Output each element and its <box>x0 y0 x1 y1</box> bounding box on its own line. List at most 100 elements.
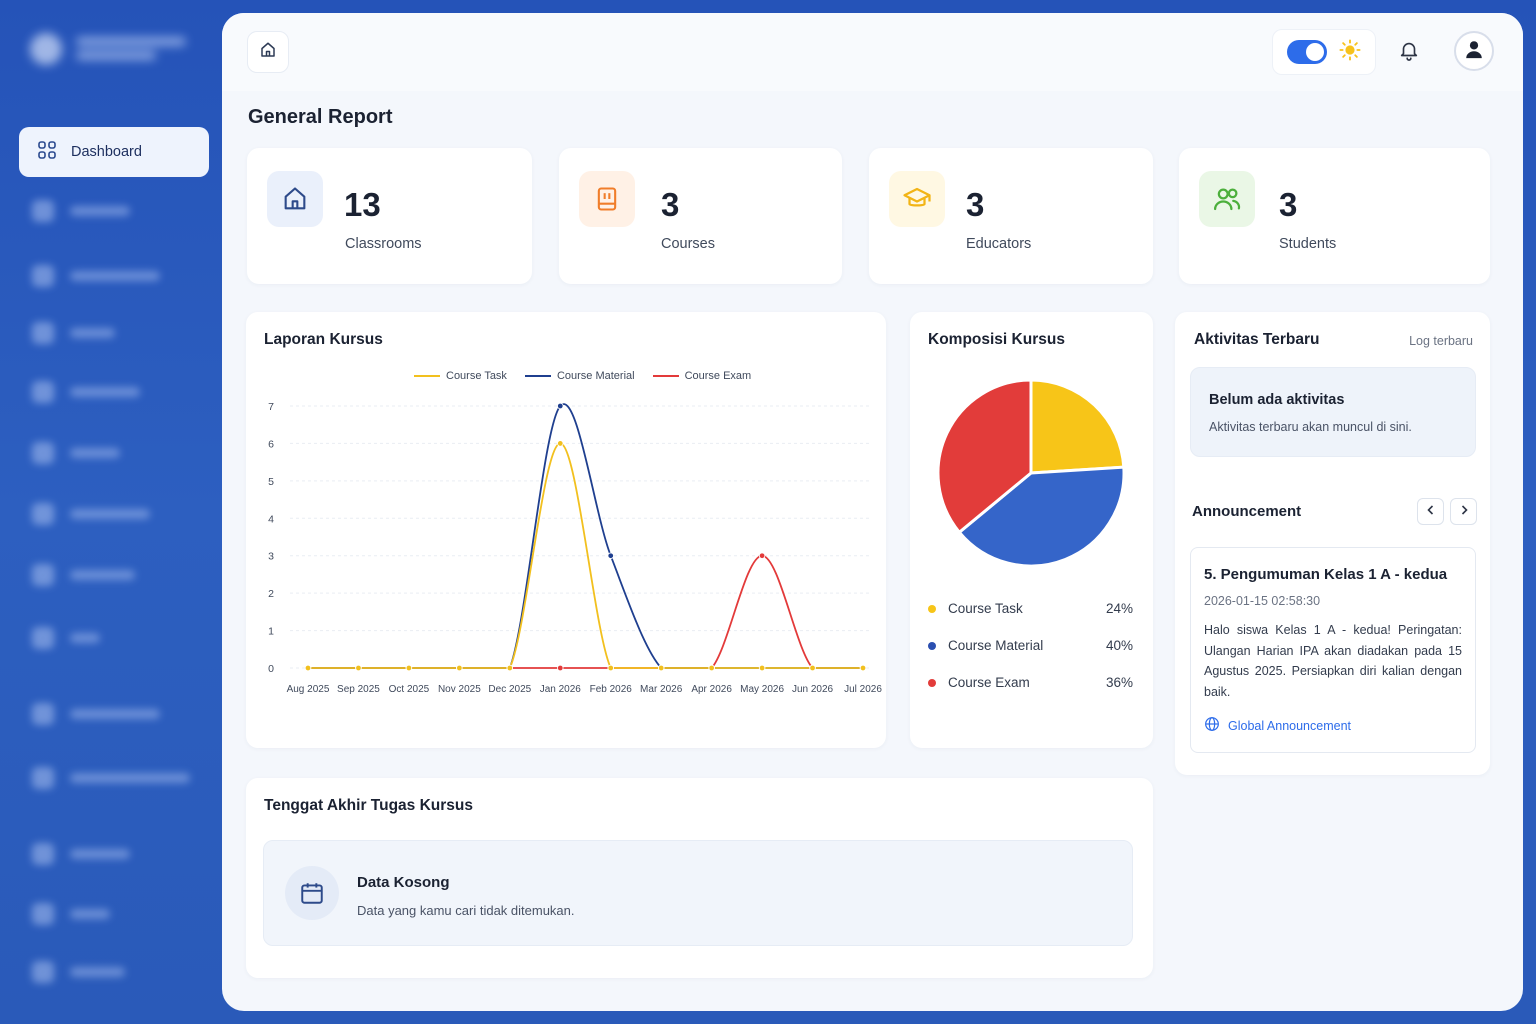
sidebar-item-blurred[interactable] <box>32 703 160 725</box>
data-point[interactable] <box>657 664 665 672</box>
toggle-switch[interactable] <box>1287 40 1327 64</box>
sidebar-item-blurred[interactable] <box>32 903 110 925</box>
x-tick-label: Sep 2025 <box>337 684 380 695</box>
stat-label: Classrooms <box>345 236 422 252</box>
line-chart: 0 1 2 3 4 5 6 7 Aug 2025 Sep 2025 Oct 2025 Nov 2025… <box>268 401 882 695</box>
announcement-item-body: Halo siswa Kelas 1 A - kedua! Peringatan… <box>1204 623 1462 699</box>
prev-announcement-button[interactable] <box>1417 498 1444 525</box>
activity-title: Aktivitas Terbaru <box>1194 331 1320 348</box>
legend-label: Course Task <box>446 370 507 382</box>
data-point[interactable] <box>758 552 766 559</box>
users-icon <box>1199 171 1255 227</box>
data-point[interactable] <box>355 664 362 672</box>
sidebar-item-blurred[interactable] <box>32 961 125 983</box>
stat-card-students[interactable]: 3 Students <box>1179 148 1490 284</box>
sidebar-item-blurred[interactable] <box>32 564 135 586</box>
sidebar-item-dashboard[interactable]: Dashboard <box>19 127 209 177</box>
log-link[interactable]: Log terbaru <box>1409 334 1473 348</box>
home-icon <box>259 41 277 64</box>
app-logo <box>30 32 186 65</box>
next-announcement-button[interactable] <box>1450 498 1477 525</box>
data-point[interactable] <box>456 664 463 672</box>
announcement-item[interactable]: 5. Pengumuman Kelas 1 A - kedua 2026-01-… <box>1190 547 1476 753</box>
stat-label: Students <box>1279 236 1337 252</box>
sidebar-item-blurred[interactable] <box>32 381 140 403</box>
chevron-right-icon <box>1458 503 1470 521</box>
legend-item[interactable]: Course Task <box>414 370 507 382</box>
bell-icon <box>1398 42 1420 65</box>
home-button[interactable] <box>247 31 289 73</box>
sidebar-item-blurred[interactable] <box>32 627 100 649</box>
announcement-tag-label: Global Announcement <box>1228 718 1352 733</box>
legend-item[interactable]: Course Material <box>524 370 635 382</box>
stat-card-classrooms[interactable]: 13 Classrooms <box>247 148 532 284</box>
pie-legend-item: Course Exam 36% <box>928 675 1133 690</box>
x-tick-label: Jun 2026 <box>792 684 834 695</box>
legend-label: Course Material <box>556 370 635 382</box>
data-point[interactable] <box>304 664 312 672</box>
sidebar-item-blurred[interactable] <box>32 265 160 287</box>
legend-label: Course Exam <box>948 675 1030 690</box>
data-point[interactable] <box>708 664 715 672</box>
legend-percent: 36% <box>1105 675 1133 690</box>
chevron-left-icon <box>1425 503 1437 521</box>
stat-card-educators[interactable]: 3 Educators <box>869 148 1153 284</box>
x-tick-label: Oct 2025 <box>389 684 430 695</box>
data-point[interactable] <box>859 664 867 672</box>
deadline-card: Tenggat Akhir Tugas Kursus Data Kosong D… <box>246 778 1153 978</box>
calendar-icon <box>285 866 339 920</box>
data-point[interactable] <box>557 664 564 672</box>
stat-value: 3 <box>661 186 680 223</box>
stat-label: Educators <box>966 236 1032 252</box>
sidebar-item-blurred[interactable] <box>32 843 130 865</box>
pie-slice-course-task[interactable] <box>1029 378 1126 475</box>
main-panel: General Report 13 Classrooms 3 Courses 3… <box>222 13 1523 1011</box>
x-tick-label: Nov 2025 <box>438 684 481 695</box>
y-tick-label: 3 <box>268 551 274 563</box>
data-point[interactable] <box>506 664 514 672</box>
pie-legend-item: Course Task 24% <box>928 601 1133 616</box>
graduation-cap-icon <box>889 171 945 227</box>
y-tick-label: 4 <box>268 513 274 525</box>
y-tick-label: 0 <box>268 663 274 675</box>
sidebar-item-blurred[interactable] <box>32 322 115 344</box>
theme-toggle[interactable] <box>1272 29 1376 75</box>
data-point[interactable] <box>557 440 564 447</box>
legend-label: Course Task <box>948 601 1023 616</box>
legend-dot <box>928 604 936 613</box>
legend-swatch <box>414 375 440 377</box>
announcement-item-title: 5. Pengumuman Kelas 1 A - kedua <box>1204 566 1448 583</box>
announcement-tag[interactable]: Global Announcement <box>1204 716 1351 735</box>
stat-card-courses[interactable]: 3 Courses <box>559 148 842 284</box>
legend-dot <box>928 641 936 650</box>
chart-legend: Course Task Course Material Course Exam <box>414 370 769 382</box>
data-point[interactable] <box>557 402 564 410</box>
announcement-item-date: 2026-01-15 02:58:30 <box>1204 594 1321 608</box>
legend-item[interactable]: Course Exam <box>652 370 751 382</box>
x-tick-label: Dec 2025 <box>488 684 531 695</box>
grid-icon <box>37 140 57 164</box>
stat-value: 3 <box>966 186 985 223</box>
sidebar-item-blurred[interactable] <box>32 503 150 525</box>
pie-chart <box>936 378 1126 568</box>
sidebar-item-blurred[interactable] <box>32 767 190 789</box>
data-point[interactable] <box>809 664 816 672</box>
sidebar-item-blurred[interactable] <box>32 442 120 464</box>
sidebar-item-blurred[interactable] <box>32 200 130 222</box>
legend-label: Course Material <box>948 638 1044 653</box>
legend-swatch <box>524 375 551 377</box>
pie-chart-title: Komposisi Kursus <box>928 331 1065 348</box>
user-avatar[interactable] <box>1454 31 1494 71</box>
pie-slice-course-exam[interactable] <box>936 378 1033 535</box>
legend-percent: 24% <box>1105 601 1133 616</box>
data-point[interactable] <box>607 664 614 672</box>
data-point[interactable] <box>758 664 766 672</box>
y-tick-label: 2 <box>268 588 274 600</box>
home-icon <box>267 171 323 227</box>
empty-title: Belum ada aktivitas <box>1209 392 1345 408</box>
y-tick-label: 6 <box>268 438 274 450</box>
pie-slice-course-material[interactable] <box>957 465 1126 568</box>
data-point[interactable] <box>405 664 413 672</box>
data-point[interactable] <box>607 552 614 559</box>
notification-button[interactable] <box>1398 39 1420 66</box>
